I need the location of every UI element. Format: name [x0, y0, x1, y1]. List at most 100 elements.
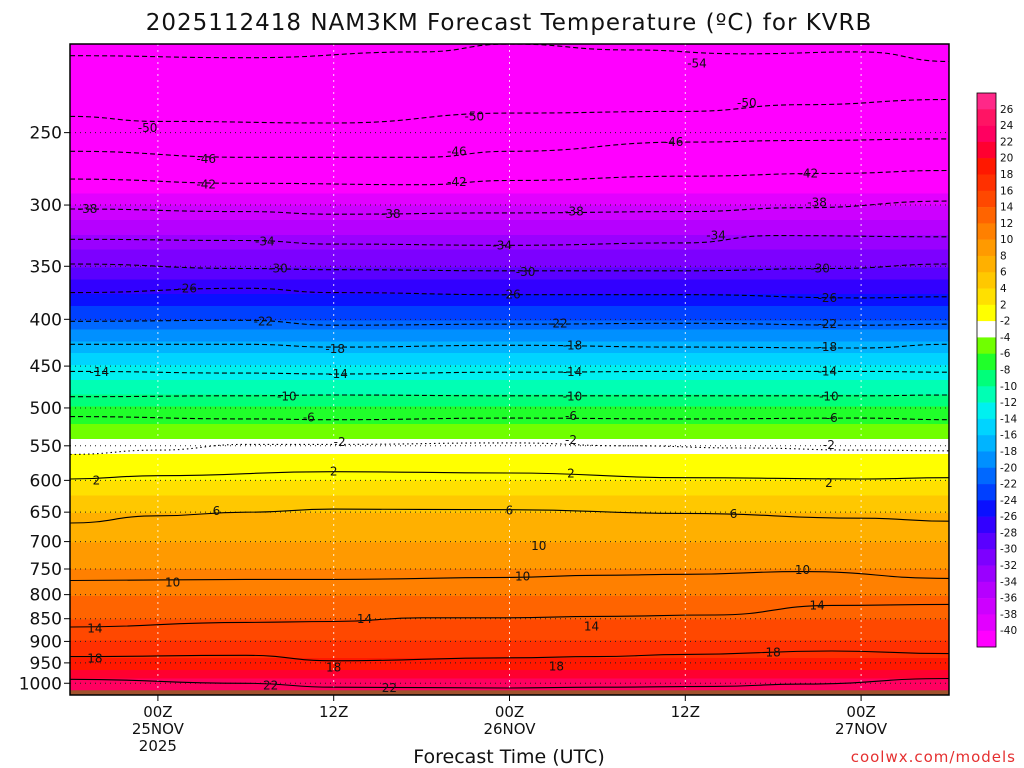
colorbar-swatch	[977, 337, 996, 354]
colorbar-swatch	[977, 532, 996, 550]
contour-label: 10	[795, 563, 810, 577]
contour-label: -26	[177, 281, 197, 295]
colorbar-label: 8	[1000, 250, 1007, 262]
contour-label: -6	[826, 411, 838, 425]
contour-label: -46	[664, 135, 684, 149]
credit-text: coolwx.com/models	[851, 748, 1016, 766]
contour-label: -30	[268, 262, 288, 276]
colorbar-swatch	[977, 614, 996, 631]
contour-label: -18	[563, 338, 583, 352]
contour-label: 10	[165, 576, 180, 590]
colorbar-swatch	[977, 402, 996, 420]
colorbar-label: -10	[1000, 381, 1017, 393]
contour-label: -26	[818, 291, 838, 305]
x-tick-label: 27NOV	[835, 720, 888, 738]
y-tick-label: 850	[30, 610, 62, 630]
colorbar-label: -30	[1000, 544, 1017, 556]
isotherm--50	[70, 98, 949, 124]
contour-label: 18	[549, 660, 564, 674]
isotherm-contours	[70, 44, 949, 689]
contour-label: 6	[213, 504, 221, 518]
isotherm--42	[70, 169, 949, 186]
colorbar-label: -32	[1000, 560, 1017, 572]
colorbar-swatch	[977, 141, 996, 159]
contour-label: -42	[447, 175, 467, 189]
x-tick-label: 12Z	[319, 703, 348, 721]
colorbar-swatch	[977, 207, 996, 224]
isotherm-6	[70, 508, 949, 524]
contour-label: 14	[809, 598, 824, 612]
contour-label: -18	[325, 342, 345, 356]
plot-area: -54 -50 -50 -50 -46 -46 -46 -42 -42 -42 -38 -38 -38 -…	[70, 44, 949, 695]
colorbar-swatch	[977, 304, 996, 322]
pressure-axis: 2503003504004505005506006507007508008509…	[19, 124, 70, 694]
contour-label: -2	[565, 433, 577, 447]
colorbar-label: -18	[1000, 446, 1017, 458]
contour-label: 2	[567, 467, 575, 481]
colorbar-label: 20	[1000, 153, 1013, 165]
colorbar-label: -14	[1000, 413, 1017, 425]
colorbar-swatch	[977, 239, 996, 257]
contour-label: -50	[138, 121, 158, 135]
colorbar-swatch	[977, 630, 996, 648]
colorbar-swatch	[977, 549, 996, 566]
colorbar-swatch	[977, 288, 996, 306]
colorbar-label: -22	[1000, 479, 1017, 491]
colorbar-label: 26	[1000, 104, 1014, 116]
contour-label: -46	[196, 152, 216, 166]
contour-label: -38	[564, 205, 584, 219]
y-tick-label: 700	[30, 533, 62, 553]
isotherm-22	[70, 677, 949, 689]
isotherm--14	[70, 370, 949, 375]
colorbar-swatch	[977, 418, 996, 436]
isotherm--6	[70, 416, 949, 421]
contour-label: 6	[730, 507, 738, 521]
colorbar-label: -6	[1000, 348, 1011, 360]
isotherm--54	[70, 44, 949, 63]
colorbar-swatch	[977, 255, 996, 273]
contour-label: -30	[516, 265, 536, 279]
colorbar-label: 6	[1000, 267, 1007, 279]
colorbar-label: 12	[1000, 218, 1013, 230]
contour-label: -14	[89, 365, 109, 379]
contour-label: -10	[563, 390, 583, 404]
colorbar-swatch	[977, 190, 996, 208]
contour-label: 14	[87, 621, 102, 635]
x-tick-label: 00Z	[495, 703, 524, 721]
colorbar-swatch	[977, 370, 996, 387]
colorbar-swatch	[977, 353, 996, 371]
colorbar-label: -40	[1000, 625, 1017, 637]
y-tick-label: 650	[30, 503, 62, 523]
contour-label: 22	[382, 681, 397, 695]
grid-lines	[70, 44, 949, 695]
colorbar-swatch	[977, 158, 996, 175]
colorbar-swatch	[977, 565, 996, 583]
colorbar-frame	[976, 92, 997, 648]
contour-label: 22	[263, 679, 278, 693]
isotherm--22	[70, 319, 949, 326]
contour-label: 2	[330, 465, 338, 479]
y-tick-label: 1000	[19, 674, 62, 694]
isotherm-10	[70, 571, 949, 582]
y-tick-label: 550	[30, 437, 62, 457]
colorbar-label: -26	[1000, 511, 1017, 523]
contour-label: -10	[277, 390, 297, 404]
chart-title: 2025112418 NAM3KM Forecast Temperature (…	[146, 10, 873, 36]
contour-label: -22	[254, 314, 274, 328]
colorbar-swatch	[977, 467, 996, 485]
colorbar-label: -34	[1000, 576, 1017, 588]
contour-label: -42	[799, 166, 819, 180]
contour-label: 18	[87, 652, 102, 666]
colorbar-swatch	[977, 321, 996, 338]
contour-label: -38	[381, 207, 401, 221]
contour-label: -34	[492, 238, 512, 252]
colorbar-label: -36	[1000, 593, 1017, 605]
x-tick-label: 26NOV	[483, 720, 536, 738]
colorbar-label: 14	[1000, 202, 1014, 214]
y-tick-label: 600	[30, 471, 62, 491]
colorbar-label: 4	[1000, 283, 1007, 295]
isotherm-14	[70, 603, 949, 628]
contour-label: -6	[303, 410, 315, 424]
y-tick-label: 500	[30, 399, 62, 419]
